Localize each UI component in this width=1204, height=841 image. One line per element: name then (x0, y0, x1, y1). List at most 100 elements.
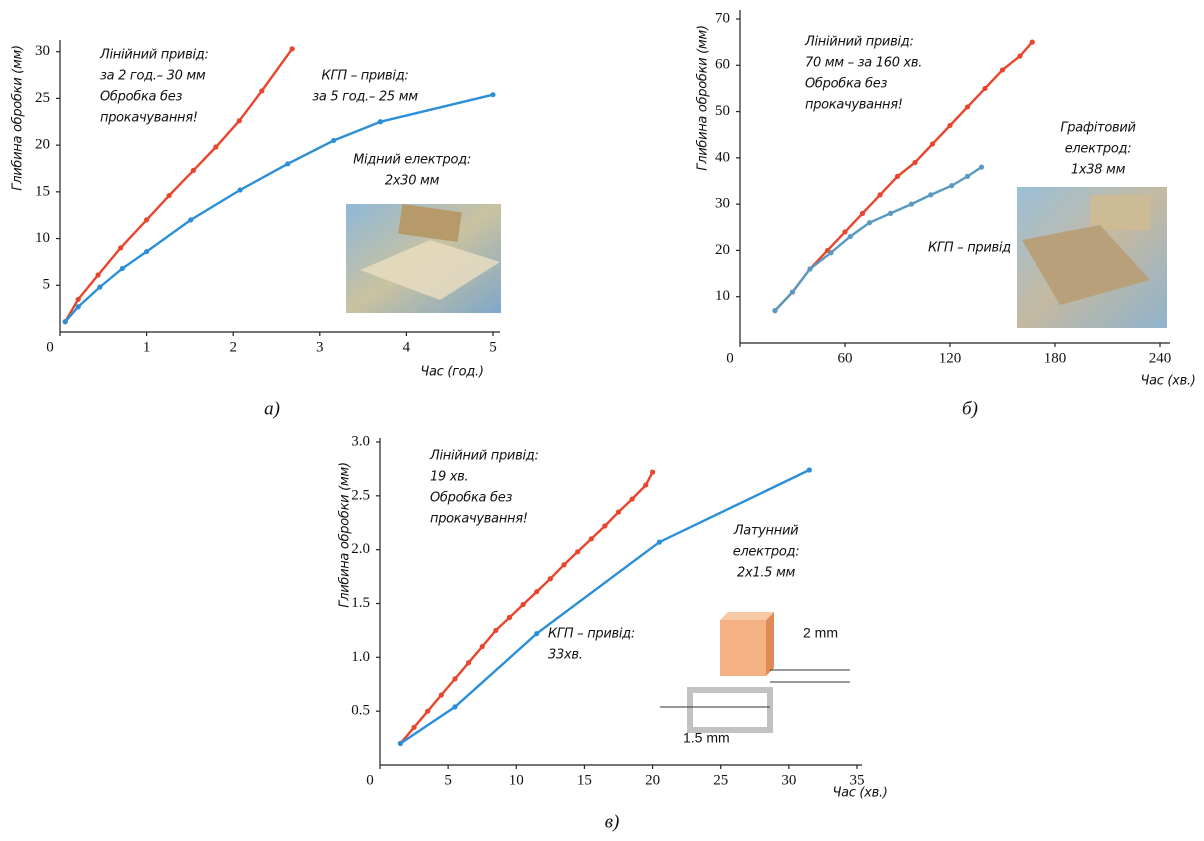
series-line (775, 167, 982, 311)
data-point (930, 141, 935, 146)
data-point (561, 562, 566, 567)
data-point (480, 644, 485, 649)
data-point (76, 304, 81, 309)
data-point (877, 192, 882, 197)
page: {"chart_data": [ {"type": "line", "capti… (0, 0, 1204, 836)
data-point (191, 168, 196, 173)
x-tick-label: 10 (509, 772, 524, 788)
data-point (602, 523, 607, 528)
data-point (521, 602, 526, 607)
y-tick-label: 2.5 (351, 487, 370, 503)
data-point (398, 741, 403, 746)
data-point (928, 192, 933, 197)
data-point (238, 187, 243, 192)
data-point (643, 482, 648, 487)
x-tick-label: 0 (366, 772, 374, 788)
annotation: за 5 год.– 25 мм (312, 90, 418, 105)
annotation: Графітовий (1060, 121, 1135, 136)
y-tick-label: 15 (35, 183, 50, 199)
data-point (534, 589, 539, 594)
x-tick-label: 3 (316, 339, 324, 355)
data-point (63, 319, 68, 324)
panel-caption: а) (264, 398, 280, 419)
annotation: Обробка без (805, 77, 887, 92)
y-tick-label: 30 (715, 196, 730, 212)
data-point (630, 496, 635, 501)
inset-photo (346, 204, 501, 313)
data-point (466, 660, 471, 665)
x-tick-label: 60 (838, 350, 853, 366)
y-tick-label: 70 (715, 10, 730, 26)
data-point (425, 709, 430, 714)
y-tick-label: 30 (35, 43, 50, 59)
data-point (867, 220, 872, 225)
data-point (828, 250, 833, 255)
data-point (949, 183, 954, 188)
x-tick-label: 180 (1044, 350, 1067, 366)
x-tick-label: 120 (939, 350, 962, 366)
data-point (909, 202, 914, 207)
figure: 51015202530012345Час (год.)Глибина оброб… (0, 0, 1204, 836)
data-point (534, 631, 539, 636)
annotation: КГП – привід: (322, 69, 409, 84)
y-tick-label: 2.0 (351, 541, 370, 557)
data-point (188, 217, 193, 222)
data-point (1030, 40, 1035, 45)
data-point (965, 174, 970, 179)
x-tick-label: 240 (1149, 350, 1172, 366)
data-point (76, 297, 81, 302)
y-axis-label: Глибина обробки (мм) (338, 462, 353, 607)
data-point (616, 509, 621, 514)
x-tick-label: 2 (229, 339, 237, 355)
data-point (965, 104, 970, 109)
y-tick-label: 60 (715, 57, 730, 73)
data-point (411, 725, 416, 730)
annotation: 33хв. (548, 648, 583, 663)
data-point (378, 119, 383, 124)
annotation: Лінійний привід: (429, 449, 539, 464)
data-point (650, 470, 655, 475)
x-axis-label: Час (хв.) (832, 786, 887, 801)
y-tick-label: 10 (35, 230, 50, 246)
y-tick-label: 20 (35, 137, 50, 153)
panel-caption: в) (605, 811, 620, 832)
data-point (118, 245, 123, 250)
data-point (842, 229, 847, 234)
annotation: 19 хв. (430, 470, 468, 485)
x-tick-label: 0 (726, 350, 734, 366)
data-point (912, 160, 917, 165)
data-point (144, 217, 149, 222)
annotation: електрод: (733, 545, 800, 560)
data-point (947, 123, 952, 128)
y-tick-label: 25 (35, 90, 50, 106)
annotation: Латунний (733, 524, 799, 539)
y-tick-label: 1.5 (351, 595, 370, 611)
x-tick-label: 5 (444, 772, 452, 788)
data-point (575, 549, 580, 554)
data-point (452, 704, 457, 709)
data-point (493, 628, 498, 633)
annotation: КГП – привід (928, 241, 1011, 256)
y-tick-label: 40 (715, 149, 730, 165)
data-point (237, 118, 242, 123)
annotation: прокачування! (805, 98, 903, 113)
data-point (848, 234, 853, 239)
y-tick-label: 1.0 (351, 649, 370, 665)
y-tick-label: 20 (715, 242, 730, 258)
y-tick-label: 3.0 (351, 433, 370, 449)
x-axis-label: Час (год.) (420, 365, 483, 380)
data-point (331, 138, 336, 143)
annotation: КГП – привід: (548, 627, 635, 642)
data-point (807, 266, 812, 271)
annotation: Обробка без (100, 90, 182, 105)
data-point (120, 266, 125, 271)
annotation: Мідний електрод: (353, 153, 471, 168)
data-point (507, 615, 512, 620)
annotation: прокачування! (430, 512, 528, 527)
annotation: 2x30 мм (385, 174, 440, 189)
data-point (807, 467, 812, 472)
x-tick-label: 20 (645, 772, 660, 788)
annotation: 1x38 мм (1071, 163, 1126, 178)
data-point (167, 193, 172, 198)
